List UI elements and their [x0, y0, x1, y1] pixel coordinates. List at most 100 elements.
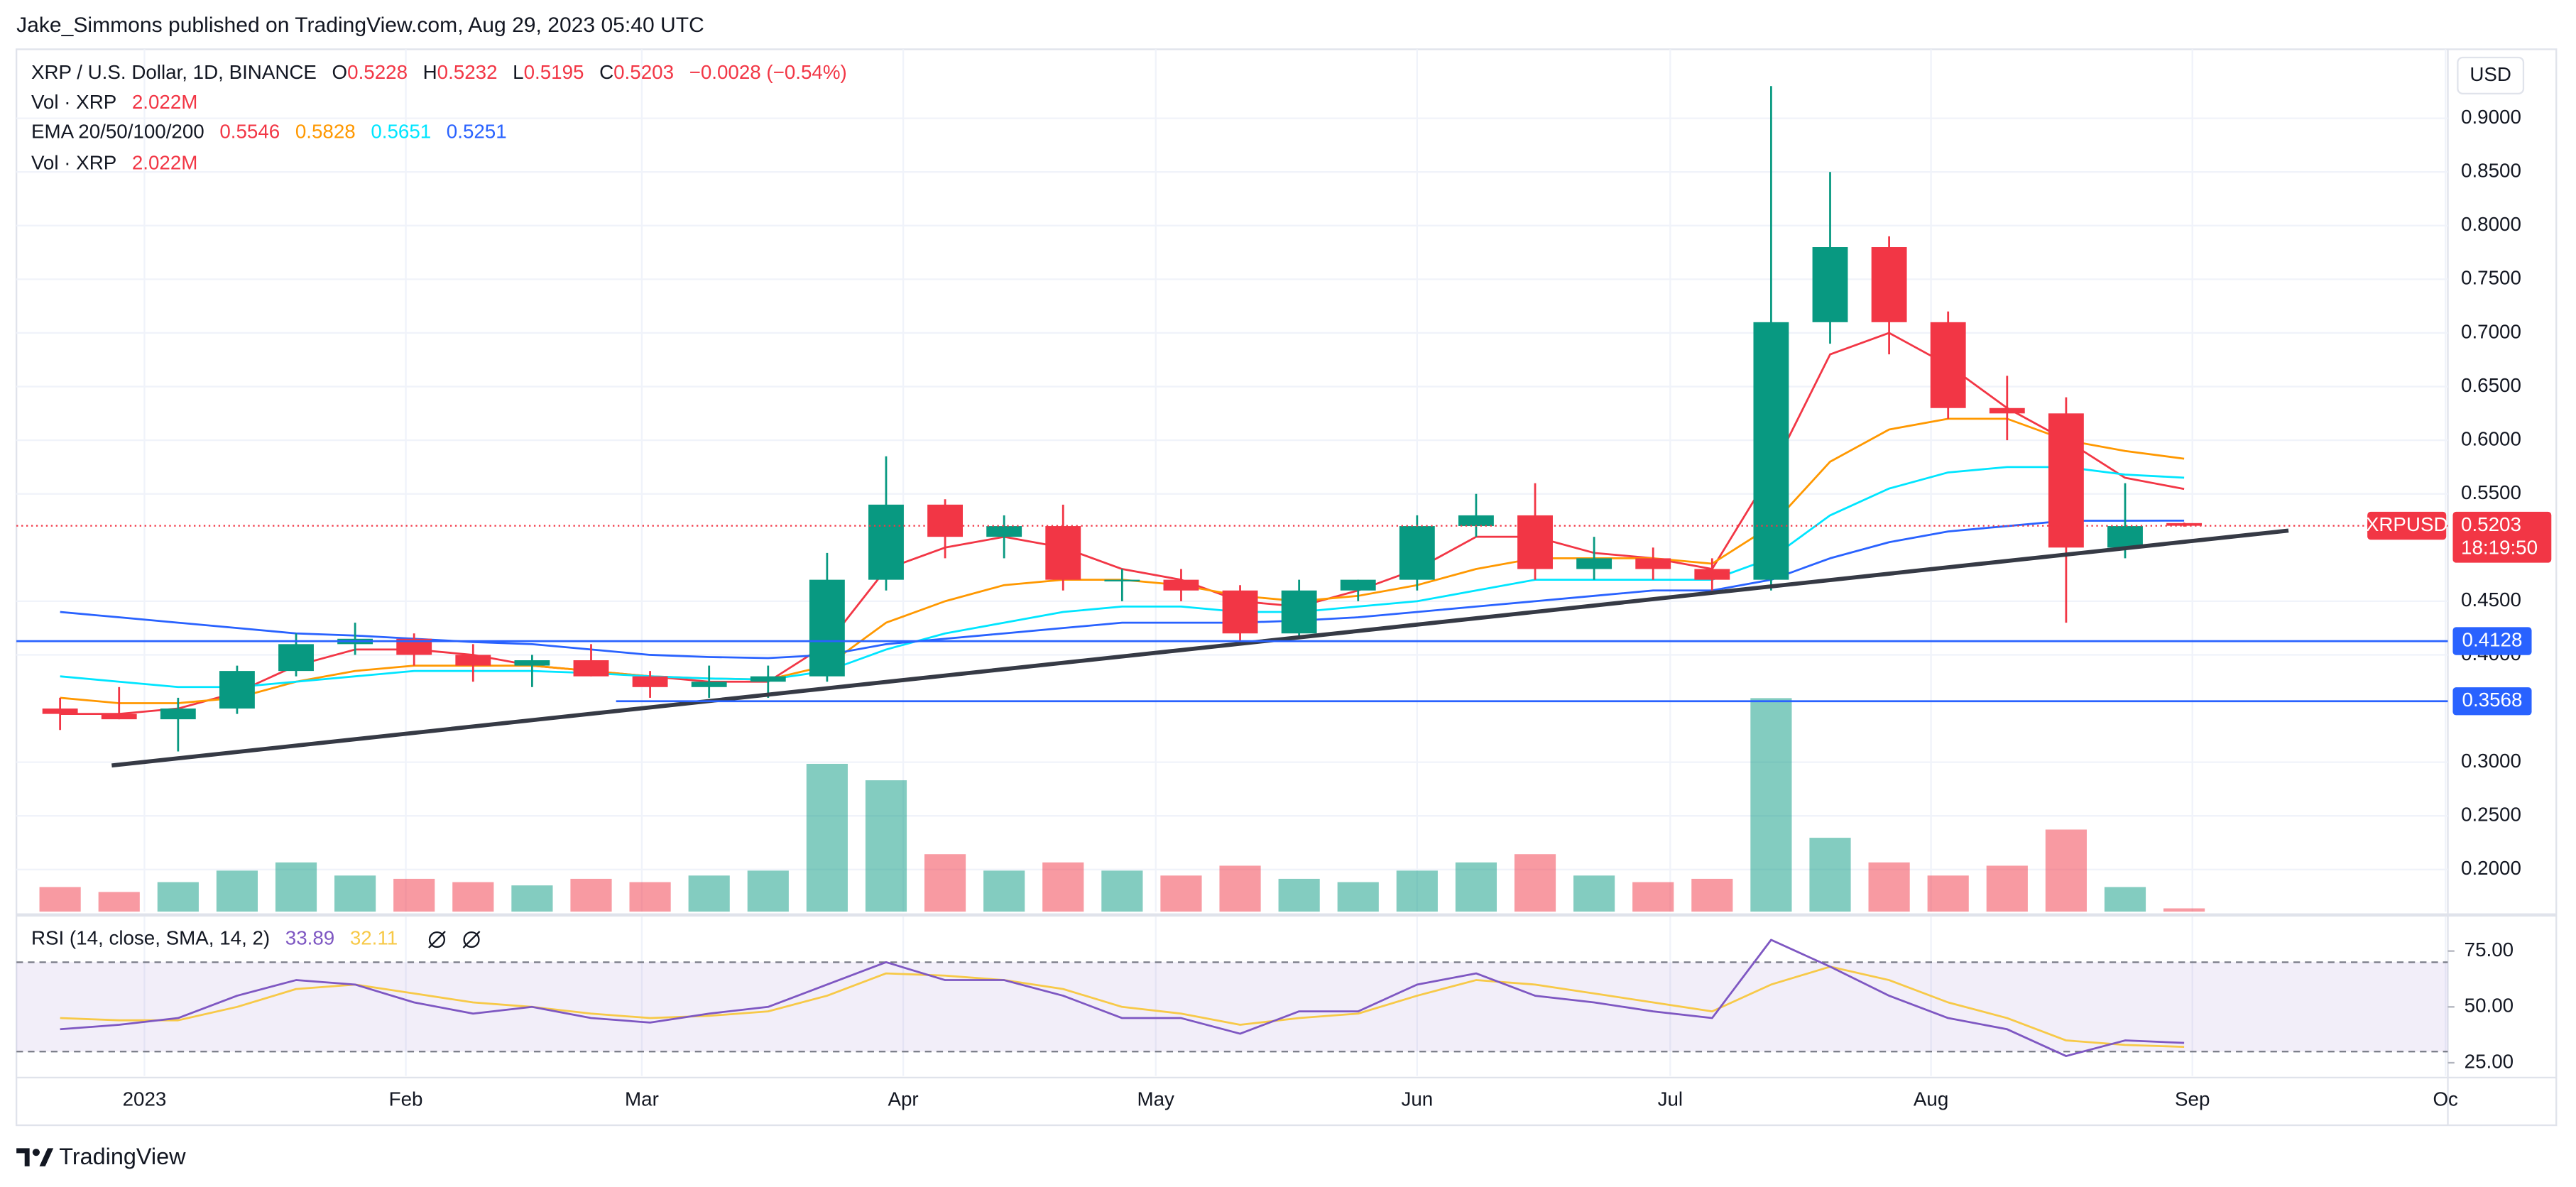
candle-body: [1871, 247, 1907, 322]
ema-value: 0.5546: [219, 121, 280, 143]
candle-body: [1930, 322, 1966, 408]
rsi-value: 33.89: [285, 927, 334, 949]
candle-body: [1222, 590, 1258, 634]
level-label: 0.4128: [2462, 628, 2523, 650]
y-tick-label: 0.2000: [2461, 857, 2521, 879]
icon[interactable]: [428, 931, 446, 948]
icon[interactable]: [463, 931, 480, 948]
volume-bar: [570, 878, 612, 912]
candle-body: [632, 676, 668, 687]
rsi-line: [60, 939, 2185, 1057]
legend-c: C: [599, 61, 613, 83]
legend-main: XRP / U.S. Dollar, 1D, BINANCE O0.5228 H…: [31, 61, 847, 83]
legend-change: −0.0028 (−0.54%): [689, 61, 847, 83]
candle-body: [1989, 407, 2025, 414]
trend-line: [111, 528, 2289, 768]
volume-name: Vol · XRP: [31, 152, 116, 174]
level-label-box: [2452, 687, 2532, 716]
volume-value: 2.022M: [132, 152, 198, 174]
rsi-tick-label: 25.00: [2465, 1050, 2514, 1072]
volume-bar: [157, 882, 199, 912]
candle-body: [1812, 247, 1848, 322]
volume-bar: [924, 854, 966, 912]
volume-bar: [98, 892, 140, 912]
x-tick-label: Aug: [1914, 1088, 1948, 1110]
candle-body: [2107, 526, 2143, 548]
legend-ema: EMA 20/50/100/200 0.5546 0.5828 0.5651 0…: [31, 121, 507, 143]
volume-bar: [39, 887, 81, 912]
candle-body: [1399, 526, 1435, 580]
x-tick-label: Jul: [1658, 1088, 1683, 1110]
candle-body: [1635, 558, 1671, 569]
candle-body: [1163, 579, 1199, 591]
candle-body: [1517, 515, 1553, 569]
legend-close: 0.5203: [613, 61, 674, 83]
candle-body: [868, 504, 904, 580]
legend-l: L: [513, 61, 523, 83]
legend-high: 0.5232: [437, 61, 498, 83]
x-tick-label: Oc: [2433, 1088, 2458, 1110]
candle-body: [101, 713, 137, 720]
legend-rsi: RSI (14, close, SMA, 14, 2) 33.89 32.11: [31, 927, 398, 949]
ema-value: 0.5651: [371, 121, 431, 143]
volume-value: 2.022M: [132, 91, 198, 113]
legend-volume: Vol · XRP 2.022M: [31, 152, 197, 174]
x-tick-label: Mar: [625, 1088, 659, 1110]
candle-body: [396, 638, 432, 655]
countdown: 18:19:50: [2461, 536, 2538, 558]
candle-body: [809, 579, 845, 677]
volume-bar: [1750, 698, 1792, 912]
volume-bar: [2163, 908, 2205, 912]
currency-button[interactable]: [2457, 56, 2525, 95]
legend-open: 0.5228: [347, 61, 408, 83]
volume-bar: [511, 885, 553, 912]
brand: TradingView: [59, 1144, 186, 1169]
x-tick-label: May: [1137, 1088, 1175, 1110]
volume-bar: [2104, 887, 2146, 912]
candle-body: [573, 660, 609, 677]
x-tick-label: Sep: [2175, 1088, 2210, 1110]
icon: [462, 931, 481, 948]
legend-volume: Vol · XRP 2.022M: [31, 91, 197, 113]
y-tick-label: 0.9000: [2461, 106, 2521, 128]
hide-icons[interactable]: [428, 931, 481, 948]
candle-body: [1045, 526, 1081, 580]
currency[interactable]: USD: [2469, 63, 2511, 85]
legend-h: H: [423, 61, 437, 83]
y-tick-label: 0.7000: [2461, 320, 2521, 342]
candle-body: [514, 660, 550, 666]
x-tick-label: Jun: [1401, 1088, 1433, 1110]
icon: [428, 931, 446, 948]
candle-body: [219, 671, 255, 709]
x-tick-label: Apr: [888, 1088, 918, 1110]
volume-bar: [688, 875, 730, 912]
ema-value: 0.5828: [295, 121, 356, 143]
volume-bar: [1809, 838, 1851, 912]
volume-bar: [1101, 870, 1143, 912]
volume-bar: [1927, 875, 1969, 912]
candle-body: [2166, 523, 2203, 526]
candle-body: [42, 709, 78, 714]
candle-body: [927, 504, 963, 537]
y-tick-label: 0.2500: [2461, 804, 2521, 826]
candle-body: [1753, 322, 1789, 580]
attribution: Jake_Simmons published on TradingView.co…: [16, 13, 704, 37]
volume-bar: [393, 878, 435, 912]
y-tick-label: 0.8500: [2461, 160, 2521, 182]
candle-body: [750, 676, 786, 682]
ema-label: EMA 20/50/100/200: [31, 121, 204, 143]
volume-bar: [1219, 865, 1261, 912]
frame: [15, 48, 2558, 1127]
candle-body: [986, 526, 1022, 537]
candle-body: [1576, 558, 1612, 569]
volume-bar: [1868, 862, 1910, 912]
candle-body: [2048, 413, 2084, 548]
volume-bar: [275, 862, 317, 912]
volume-bar: [983, 870, 1025, 912]
volume-bar: [1691, 878, 1733, 912]
volume-bar: [1160, 875, 1202, 912]
legend-low: 0.5195: [524, 61, 584, 83]
volume-bar: [452, 882, 494, 912]
y-tick-label: 0.3000: [2461, 750, 2521, 772]
y-tick-label: 0.4500: [2461, 589, 2521, 611]
